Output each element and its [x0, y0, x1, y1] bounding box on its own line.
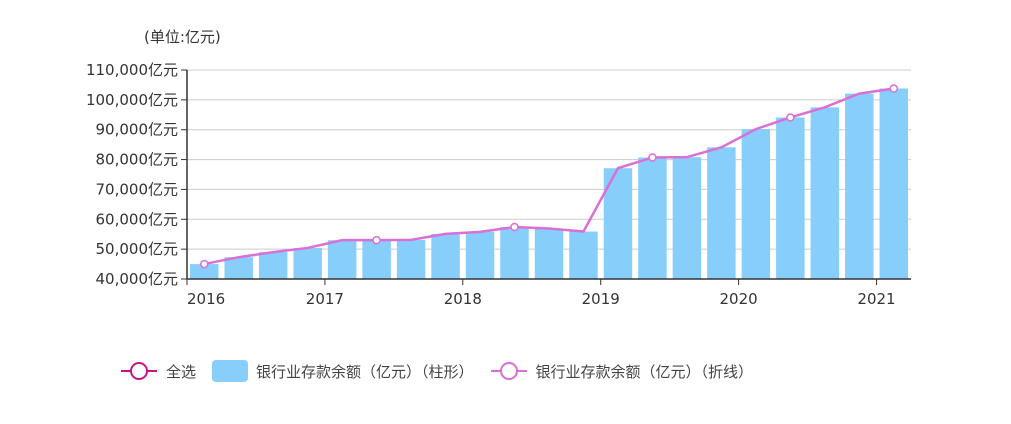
y-tick-label: 110,000亿元 — [86, 61, 178, 79]
bar[interactable] — [362, 240, 391, 279]
line-marker[interactable] — [648, 153, 657, 162]
legend-bar-series[interactable]: 银行业存款余额（亿元）（柱形） — [212, 360, 474, 382]
x-tick-label: 2018 — [444, 290, 482, 308]
circle-line-icon — [121, 362, 157, 380]
bar-series — [190, 88, 908, 279]
y-tick-label: 70,000亿元 — [96, 180, 179, 198]
line-marker[interactable] — [889, 84, 899, 93]
bar[interactable] — [776, 117, 805, 279]
legend: 全选 银行业存款余额（亿元）（柱形） 银行业存款余额（亿元）（折线） — [120, 360, 769, 382]
bar[interactable] — [258, 252, 288, 279]
unit-label: (单位:亿元) — [144, 28, 221, 46]
bar[interactable] — [500, 227, 529, 279]
bar[interactable] — [672, 157, 702, 279]
bar[interactable] — [224, 257, 253, 279]
y-tick-label: 80,000亿元 — [96, 151, 179, 169]
x-tick-label: 2016 — [187, 290, 225, 308]
bar[interactable] — [534, 228, 564, 279]
bar[interactable] — [396, 239, 426, 279]
x-tick-label: 2019 — [582, 290, 620, 308]
bar[interactable] — [431, 233, 460, 279]
y-tick-label: 60,000亿元 — [96, 210, 179, 228]
y-axis: 40,000亿元 50,000亿元 60,000亿元 70,000亿元 80,000亿元… — [86, 61, 188, 288]
y-tick-label: 90,000亿元 — [96, 121, 179, 139]
bar[interactable] — [465, 231, 495, 279]
y-tick-label: 40,000亿元 — [96, 270, 179, 288]
bar[interactable] — [741, 129, 771, 279]
legend-bar-label: 银行业存款余额（亿元）（柱形） — [256, 362, 474, 381]
chart-canvas: 40,000亿元 50,000亿元 60,000亿元 70,000亿元 80,000亿元… — [86, 61, 911, 308]
line-path — [203, 87, 894, 266]
bar[interactable] — [879, 88, 908, 279]
bar[interactable] — [569, 231, 598, 279]
legend-select-all-label: 全选 — [166, 362, 197, 381]
x-tick-label: 2021 — [857, 290, 895, 308]
x-tick-label: 2020 — [720, 290, 758, 308]
bar[interactable] — [327, 240, 357, 279]
line-marker[interactable] — [199, 259, 209, 269]
line-marker[interactable] — [372, 235, 381, 245]
line-marker[interactable] — [786, 113, 795, 122]
bar[interactable] — [707, 147, 736, 279]
bar[interactable] — [845, 93, 874, 279]
line-marker[interactable] — [510, 222, 519, 232]
bar-swatch-icon — [212, 360, 249, 382]
bar[interactable] — [638, 157, 667, 279]
legend-select-all[interactable]: 全选 — [120, 360, 196, 382]
bar[interactable] — [293, 247, 322, 279]
legend-line-label: 银行业存款余额（亿元）（折线） — [535, 362, 754, 381]
legend-line-series[interactable]: 银行业存款余额（亿元）（折线） — [490, 360, 754, 382]
bar[interactable] — [810, 107, 840, 279]
bar[interactable] — [190, 264, 219, 279]
x-axis: 2016 2017 2018 2019 2020 2021 — [186, 278, 911, 308]
x-tick-label: 2017 — [306, 290, 344, 308]
line-series — [199, 84, 899, 269]
y-tick-label: 100,000亿元 — [86, 91, 178, 109]
y-tick-label: 50,000亿元 — [96, 240, 179, 258]
circle-line-icon — [490, 362, 527, 380]
